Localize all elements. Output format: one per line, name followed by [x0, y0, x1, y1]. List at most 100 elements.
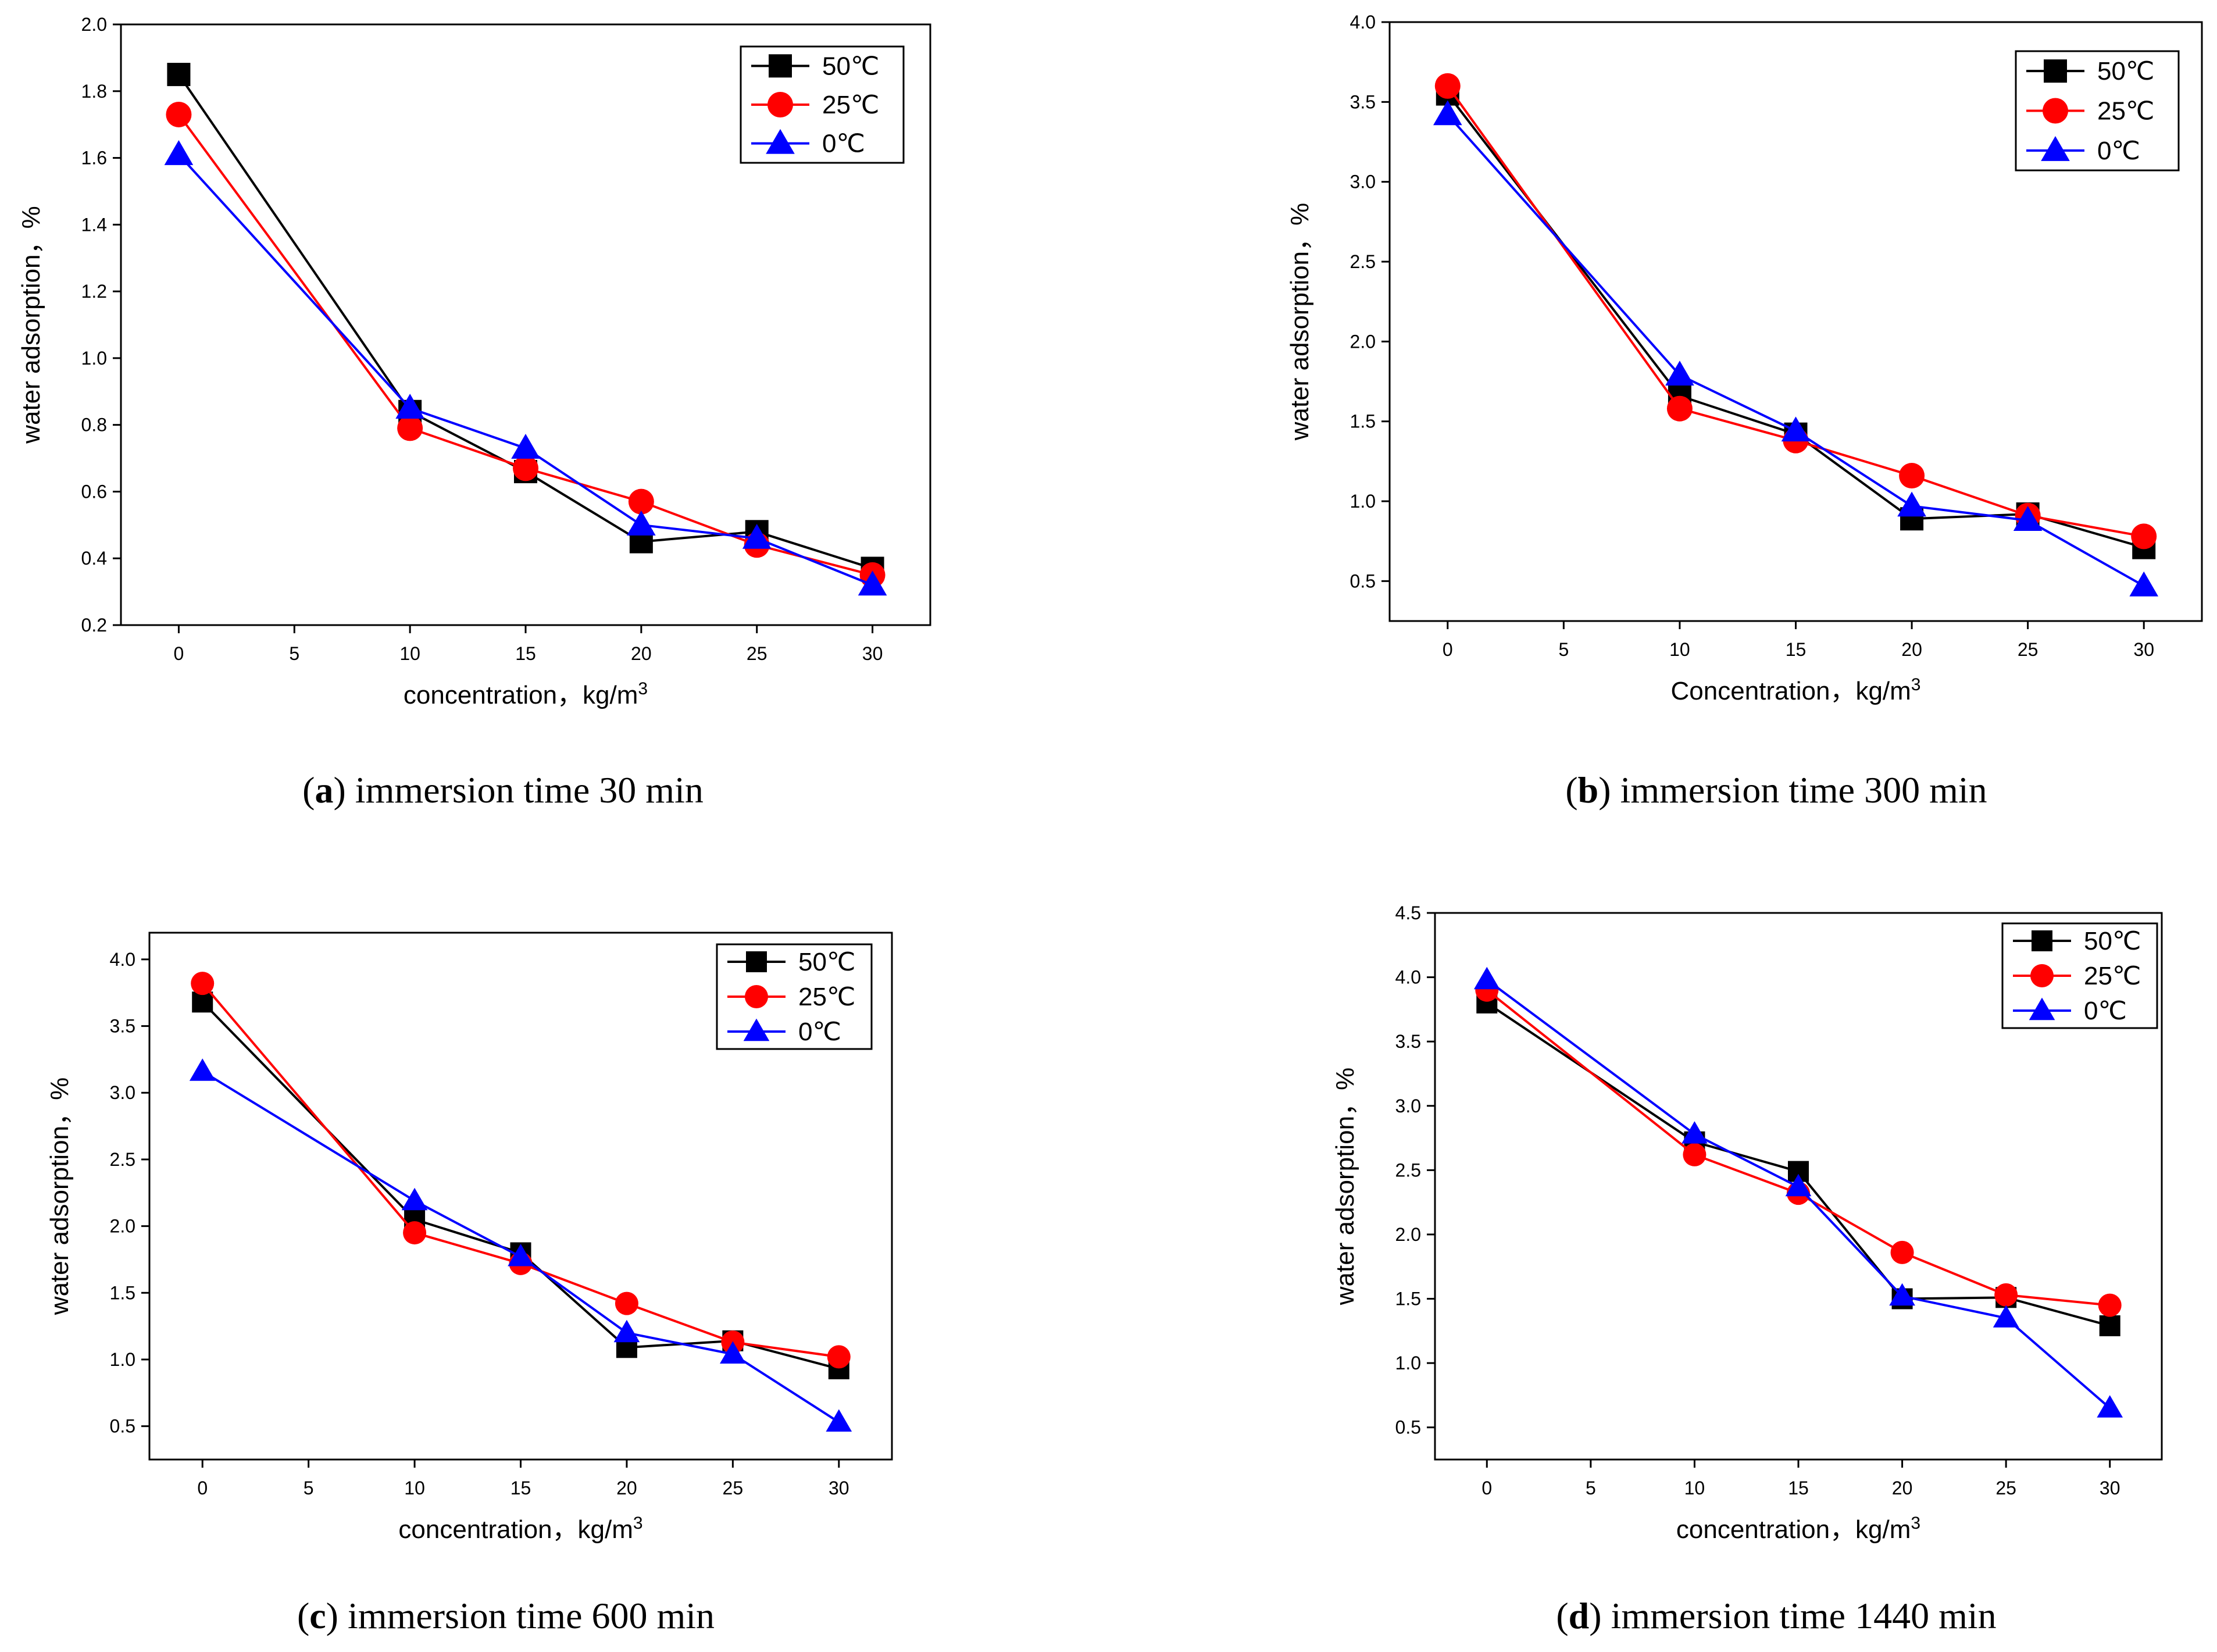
series-line-1 — [201, 982, 840, 1358]
legend-label: 25℃ — [2084, 962, 2141, 990]
figure-caption: (c) immersion time 600 min — [297, 1595, 715, 1636]
x-tick-label: 15 — [515, 643, 536, 664]
series-line-2 — [1447, 113, 2145, 587]
x-tick-label: 20 — [1892, 1478, 1913, 1498]
x-axis-title: concentration，kg/m3 — [1676, 1514, 1920, 1544]
data-point-triangle — [826, 1409, 852, 1432]
legend-marker-square — [2044, 59, 2067, 83]
legend-marker-circle — [2030, 964, 2054, 987]
x-tick-label: 10 — [1669, 639, 1690, 660]
data-point-triangle — [1665, 361, 1694, 386]
data-point-triangle — [627, 511, 656, 536]
chart-panel-d: 0 5 10 15 20 25 30 0.5 1.0 1.5 2.0 2.5 3.0 3.5 4.0 4.5 c… — [1331, 902, 2163, 1636]
y-tick-label: 0.5 — [1350, 570, 1376, 591]
legend-marker-triangle — [766, 129, 795, 154]
y-tick-label: 0.5 — [110, 1416, 135, 1437]
series-line-1 — [177, 113, 873, 576]
data-point-circle — [513, 455, 538, 481]
legend-marker-circle — [767, 92, 793, 117]
data-point-triangle — [1889, 1283, 1915, 1306]
data-point-circle — [1890, 1240, 1914, 1264]
legend-label: 0℃ — [822, 130, 865, 158]
x-tick-label: 10 — [1684, 1478, 1705, 1498]
y-tick-label: 1.0 — [81, 348, 107, 369]
data-point-circle — [1434, 73, 1461, 99]
y-tick-label: 1.0 — [110, 1349, 135, 1370]
x-tick-label: 10 — [399, 643, 420, 664]
y-tick-label: 1.0 — [1350, 491, 1376, 512]
legend-marker-circle — [745, 985, 768, 1008]
y-tick-label: 3.5 — [1395, 1031, 1421, 1052]
y-tick-label: 3.0 — [1395, 1096, 1421, 1116]
x-axis-title: concentration，kg/m3 — [398, 1514, 642, 1544]
y-tick-label: 2.5 — [1395, 1159, 1421, 1180]
y-tick-label: 1.5 — [110, 1282, 135, 1303]
y-tick-label: 4.5 — [1395, 902, 1421, 923]
x-tick-label: 30 — [829, 1478, 849, 1498]
data-point-triangle — [1473, 966, 1500, 990]
series-line-0 — [1486, 1002, 2111, 1327]
legend-marker-square — [2032, 930, 2052, 951]
data-point-circle — [1994, 1283, 2018, 1307]
x-tick-label: 15 — [510, 1478, 531, 1498]
series-line-0 — [201, 1001, 840, 1370]
legend-label: 25℃ — [2097, 97, 2154, 126]
legend-marker-triangle — [743, 1018, 770, 1041]
y-tick-label: 2.5 — [110, 1149, 135, 1170]
data-point-triangle — [2129, 571, 2159, 597]
legend-marker-circle — [2043, 98, 2068, 124]
legend-label: 0℃ — [2097, 137, 2140, 165]
data-point-triangle — [858, 570, 887, 596]
x-tick-label: 20 — [616, 1478, 637, 1498]
x-tick-label: 15 — [1788, 1478, 1809, 1498]
y-tick-label: 4.0 — [1395, 967, 1421, 988]
y-tick-label: 1.5 — [1395, 1289, 1421, 1310]
data-point-circle — [191, 972, 215, 996]
data-point-triangle — [2097, 1395, 2123, 1418]
y-tick-label: 4.0 — [1350, 12, 1376, 33]
y-tick-label: 1.0 — [1395, 1353, 1421, 1373]
y-tick-label: 1.4 — [81, 214, 107, 235]
data-point-triangle — [1785, 1173, 1812, 1197]
data-point-circle — [1899, 463, 1925, 489]
x-tick-label: 30 — [862, 643, 883, 664]
series-line-0 — [177, 73, 873, 570]
y-tick-label: 1.5 — [1350, 411, 1376, 432]
legend-marker-triangle — [2041, 136, 2070, 161]
y-tick-label: 2.0 — [110, 1216, 135, 1237]
legend-label: 50℃ — [2084, 927, 2141, 955]
figure-caption: (b) immersion time 300 min — [1565, 769, 1987, 811]
y-tick-label: 3.5 — [1350, 91, 1376, 112]
x-tick-label: 20 — [1901, 639, 1922, 660]
x-tick-label: 5 — [1558, 639, 1569, 660]
data-point-triangle — [613, 1319, 640, 1343]
legend-label: 50℃ — [822, 52, 879, 80]
data-point-circle — [615, 1291, 638, 1315]
data-point-triangle — [1433, 100, 1462, 126]
y-tick-label: 3.0 — [110, 1082, 135, 1103]
x-tick-label: 5 — [304, 1478, 314, 1498]
x-tick-label: 20 — [631, 643, 652, 664]
data-point-circle — [2098, 1293, 2122, 1317]
y-tick-label: 2.0 — [81, 14, 107, 35]
data-point-circle — [166, 101, 192, 127]
x-tick-label: 25 — [747, 643, 767, 664]
y-tick-label: 2.0 — [1395, 1224, 1421, 1245]
data-point-triangle — [189, 1058, 216, 1081]
data-point-circle — [1666, 395, 1693, 422]
y-tick-label: 4.0 — [110, 949, 135, 970]
y-axis-title: water adsorption，% — [1286, 203, 1314, 441]
data-point-triangle — [2013, 506, 2043, 531]
y-tick-label: 0.8 — [81, 415, 107, 436]
legend-label: 25℃ — [822, 91, 879, 119]
x-tick-label: 5 — [289, 643, 299, 664]
y-tick-label: 0.5 — [1395, 1417, 1421, 1438]
data-point-triangle — [508, 1244, 534, 1266]
data-point-triangle — [1897, 491, 1926, 517]
data-point-circle — [2131, 523, 2157, 550]
data-point-triangle — [1993, 1305, 2019, 1328]
chart-panel-c: 0 5 10 15 20 25 30 0.5 1.0 1.5 2.0 2.5 3.0 3.5 4.0 conc… — [45, 932, 893, 1636]
y-tick-label: 1.2 — [81, 281, 107, 302]
x-tick-label: 5 — [1586, 1478, 1596, 1498]
